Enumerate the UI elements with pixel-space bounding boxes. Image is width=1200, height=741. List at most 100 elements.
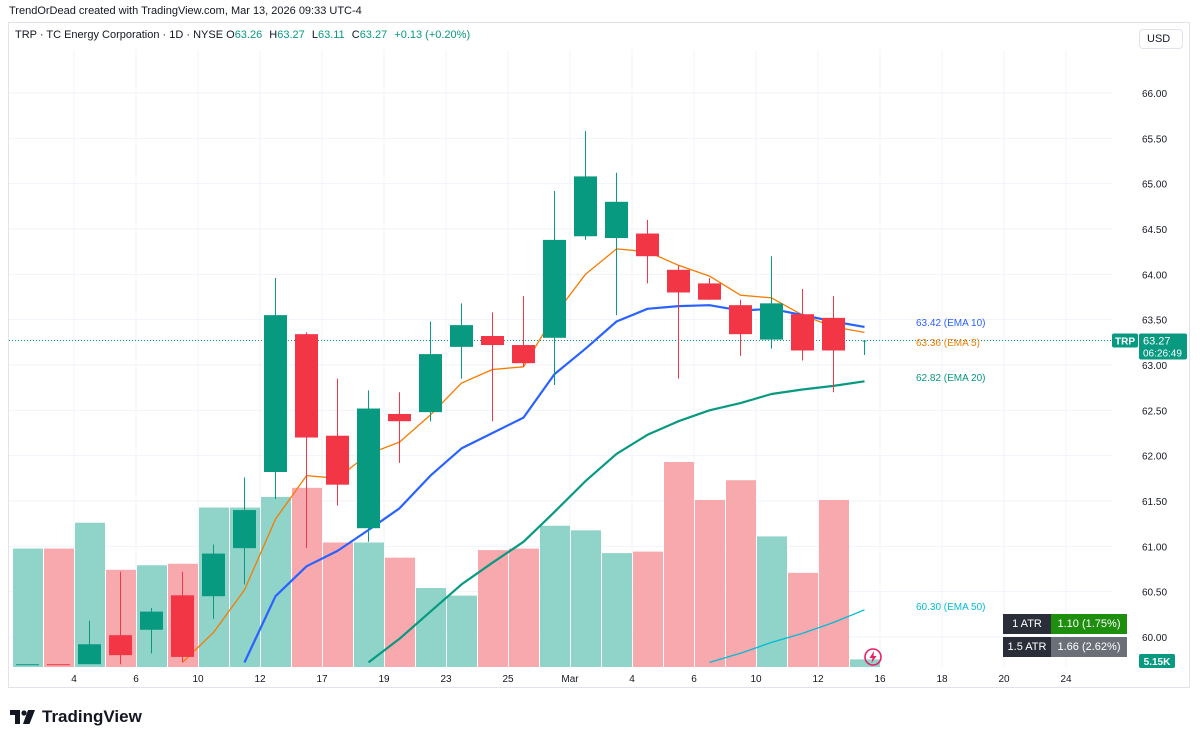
price-tag-value: 63.27 [1143,336,1171,348]
candle-body [667,269,690,293]
candle-body [388,413,411,422]
chart-attribution: TrendOrDead created with TradingView.com… [9,5,362,17]
candle-body [16,664,39,666]
volume-bar [664,462,694,667]
candle-body [264,315,287,472]
x-tick-label: 16 [874,674,886,685]
candle-body [574,176,597,237]
symbol-tag: TRP [1115,337,1135,348]
open-value: 63.26 [234,29,263,41]
change-value: +0.13 (+0.20%) [394,29,471,41]
volume-bar [447,595,477,667]
volume-tag: 5.15K [1144,657,1171,668]
low-value: 63.11 [317,29,345,41]
volume-bar [757,536,787,667]
atr-row-1: 1 ATR 1.10 (1.75%) [1003,614,1127,634]
x-tick-label: 4 [629,674,635,685]
y-tick-label: 61.00 [1142,542,1167,553]
candle-body [78,644,101,665]
candle-body [295,334,318,438]
volume-bar [13,548,43,667]
volume-bar [726,480,756,667]
y-tick-label: 63.00 [1142,361,1167,372]
atr-2-value: 1.66 (2.62%) [1051,637,1127,657]
candle-body [450,325,473,347]
ema-line [709,609,865,664]
high-label: H [269,29,278,41]
x-tick-label: 24 [1060,674,1072,685]
candle-body [202,553,225,597]
low-label: L [311,29,318,41]
candle-body [419,354,442,413]
x-tick-label: 10 [192,674,204,685]
candle-body [729,305,752,335]
open-label: O [226,29,235,41]
candle-body [760,303,783,340]
atr-2-label: 1.5 ATR [1003,637,1051,657]
candle-body [481,335,504,346]
x-tick-label: 20 [998,674,1010,685]
ema-value-label: 60.30 (EMA 50) [916,602,985,613]
close-value: 63.27 [359,29,388,41]
ema-value-label: 62.82 (EMA 20) [916,373,985,384]
candle-body [605,201,628,239]
symbol-tag-bg [1112,333,1138,348]
candle-body [636,233,659,257]
x-tick-label: 6 [133,674,139,685]
candle-body [791,314,814,351]
y-tick-label: 64.00 [1142,270,1167,281]
candle-body [233,510,256,549]
atr-1-label: 1 ATR [1003,614,1051,634]
candle-body [47,664,70,666]
tradingview-logo[interactable]: TradingView [10,707,142,727]
y-tick-label: 64.50 [1142,225,1167,236]
price-tag-countdown: 06:26:49 [1143,349,1182,360]
plot-area [9,50,1112,667]
volume-bar [819,499,849,667]
lightning-icon[interactable] [863,647,883,672]
candle-body [543,239,566,338]
volume-bar [354,542,384,667]
x-tick-label: 10 [750,674,762,685]
volume-bar [850,659,880,667]
candle-body [822,317,845,351]
x-tick-label: 6 [691,674,697,685]
candle-body [862,340,867,342]
close-label: C [351,29,360,41]
volume-bar [478,550,508,667]
x-tick-label: Mar [561,674,579,685]
chart-frame [8,22,1190,688]
candle-body [698,283,721,300]
x-tick-label: 17 [316,674,328,685]
x-tick-label: 12 [254,674,266,685]
atr-row-2: 1.5 ATR 1.66 (2.62%) [1003,637,1127,657]
y-tick-label: 63.50 [1142,316,1167,327]
ema-value-label: 63.42 (EMA 10) [916,318,985,329]
x-tick-label: 19 [378,674,390,685]
volume-tag-bg [1139,654,1175,668]
volume-bar [540,525,570,667]
y-tick-label: 60.50 [1142,588,1167,599]
volume-bar [44,548,74,667]
y-tick-label: 60.00 [1142,633,1167,644]
y-tick-label: 66.00 [1142,89,1167,100]
volume-bar [416,588,446,667]
candle-body [357,408,380,529]
atr-1-value: 1.10 (1.75%) [1051,614,1127,634]
volume-bar [695,499,725,667]
y-tick-label: 61.50 [1142,497,1167,508]
brand-name: TradingView [42,707,142,726]
volume-bar [323,542,353,667]
tradingview-logo-icon [10,710,35,724]
candle-body [109,635,132,656]
volume-bar [788,572,818,667]
symbol-legend: TRP · TC Energy Corporation · 1D · NYSE … [15,29,474,41]
x-tick-label: 23 [440,674,452,685]
volume-bar [509,548,539,667]
symbol-line[interactable]: TRP · TC Energy Corporation · 1D · NYSE [15,29,224,41]
candle-body [512,345,535,364]
currency-button[interactable]: USD [1139,29,1183,49]
x-tick-label: 12 [812,674,824,685]
volume-bar [385,557,415,667]
